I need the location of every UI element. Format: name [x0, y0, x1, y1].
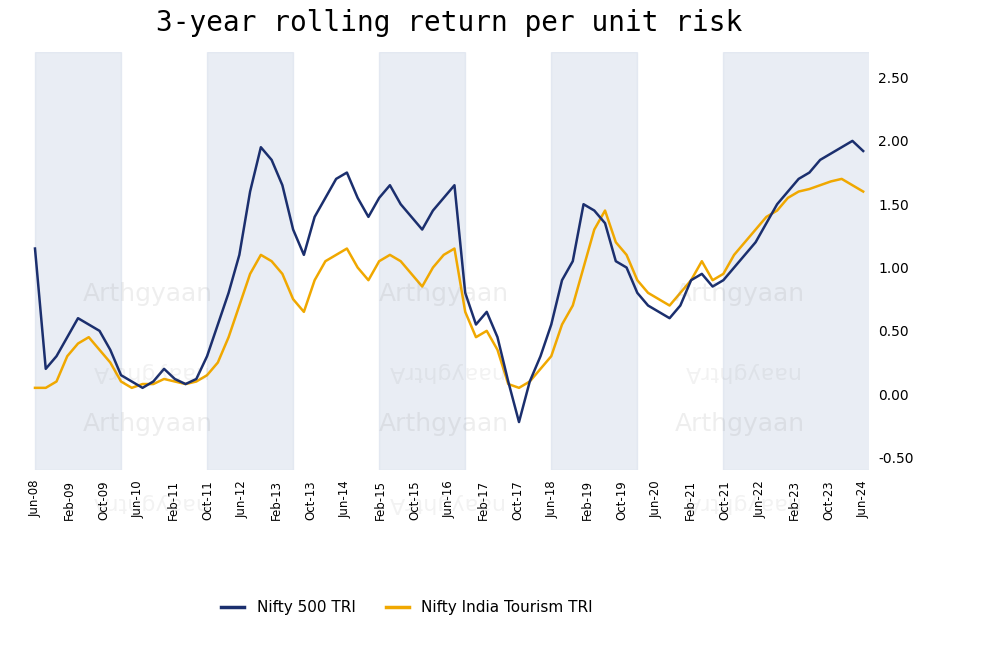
- Text: Arthgyaan: Arthgyaan: [379, 282, 509, 306]
- Nifty 500 TRI: [298, 251, 310, 259]
- Nifty India Tourism TRI: [857, 187, 869, 195]
- Nifty 500 TRI: [29, 245, 40, 253]
- Text: naayghtrA: naayghtrA: [386, 362, 502, 382]
- Legend: Nifty 500 TRI, Nifty India Tourism TRI: Nifty 500 TRI, Nifty India Tourism TRI: [215, 594, 599, 622]
- Nifty 500 TRI: [846, 137, 858, 145]
- Nifty India Tourism TRI: [620, 251, 632, 259]
- Nifty India Tourism TRI: [169, 377, 180, 385]
- Text: naayghtrA: naayghtrA: [681, 362, 798, 382]
- Nifty 500 TRI: [83, 321, 95, 328]
- Nifty India Tourism TRI: [83, 333, 95, 341]
- Nifty 500 TRI: [384, 182, 395, 189]
- Bar: [379, 52, 464, 470]
- Text: naayghtrA: naayghtrA: [90, 493, 206, 513]
- Nifty India Tourism TRI: [298, 308, 310, 316]
- Title: 3-year rolling return per unit risk: 3-year rolling return per unit risk: [156, 9, 741, 37]
- Text: Arthgyaan: Arthgyaan: [83, 282, 213, 306]
- Line: Nifty 500 TRI: Nifty 500 TRI: [35, 141, 863, 422]
- Line: Nifty India Tourism TRI: Nifty India Tourism TRI: [35, 179, 863, 388]
- Bar: [723, 52, 873, 470]
- Nifty India Tourism TRI: [448, 245, 459, 253]
- Nifty 500 TRI: [169, 375, 180, 383]
- Nifty India Tourism TRI: [29, 384, 40, 392]
- Nifty India Tourism TRI: [384, 251, 395, 259]
- Nifty 500 TRI: [448, 182, 459, 189]
- Nifty 500 TRI: [631, 289, 643, 296]
- Text: Arthgyaan: Arthgyaan: [83, 413, 213, 436]
- Text: Arthgyaan: Arthgyaan: [379, 413, 509, 436]
- Nifty India Tourism TRI: [835, 175, 847, 183]
- Nifty 500 TRI: [857, 147, 869, 155]
- Nifty 500 TRI: [513, 418, 525, 426]
- Text: Arthgyaan: Arthgyaan: [674, 413, 805, 436]
- Text: naayghtrA: naayghtrA: [90, 362, 206, 382]
- Bar: [35, 52, 121, 470]
- Bar: [207, 52, 293, 470]
- Text: naayghtrA: naayghtrA: [681, 493, 798, 513]
- Text: naayghtrA: naayghtrA: [386, 493, 502, 513]
- Text: Arthgyaan: Arthgyaan: [674, 282, 805, 306]
- Bar: [551, 52, 637, 470]
